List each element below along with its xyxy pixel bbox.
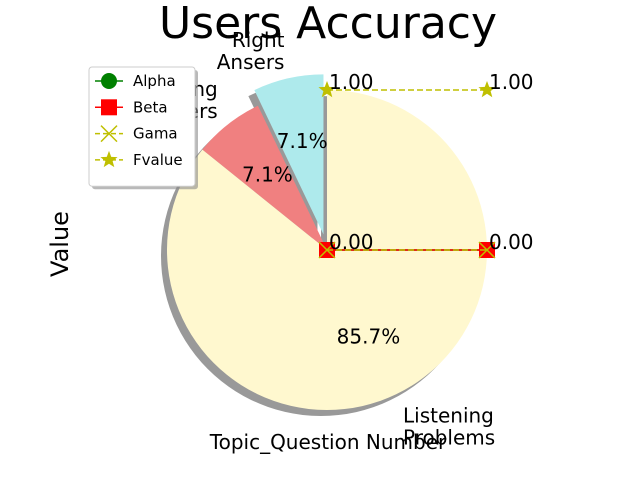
slice-label-listening-problems: Listening Problems <box>403 404 495 450</box>
legend: Alpha Beta Gama Fvalue <box>88 66 198 190</box>
point-label: 1.00 <box>329 70 374 94</box>
legend-entry-beta: Beta <box>95 98 168 116</box>
point-label: 0.00 <box>329 230 374 254</box>
x-axis-label: Topic_Question Number <box>209 430 447 454</box>
slice-percent-wrong-ansers: 7.1% <box>242 163 293 187</box>
legend-label-fvalue: Fvalue <box>133 151 183 169</box>
slice-percent-right-ansers: 7.1% <box>277 129 328 153</box>
slice-label-right-ansers: Right Ansers <box>217 28 285 74</box>
legend-entry-gama: Gama <box>95 125 178 143</box>
series-point-gama <box>318 241 336 259</box>
series-fvalue <box>318 81 496 98</box>
legend-marker-alpha <box>101 73 117 89</box>
line-series <box>318 81 496 259</box>
pie-slice-right-ansers <box>254 74 324 235</box>
legend-label-alpha: Alpha <box>133 72 176 90</box>
legend-entry-fvalue: Fvalue <box>95 150 183 169</box>
series-point-gama <box>478 241 496 259</box>
point-labels: 0.00 0.00 1.00 1.00 <box>329 70 534 254</box>
chart-title: Users Accuracy <box>159 0 497 49</box>
slice-percent-listening-problems: 85.7% <box>337 325 401 349</box>
legend-marker-beta <box>101 99 117 116</box>
legend-entry-alpha: Alpha <box>95 72 176 90</box>
series-point-fvalue <box>318 81 336 98</box>
pie-slice-wrong-ansers <box>202 105 327 250</box>
legend-label-beta: Beta <box>133 98 168 116</box>
point-label: 0.00 <box>489 230 534 254</box>
legend-marker-fvalue <box>100 150 118 168</box>
legend-label-gama: Gama <box>133 125 178 143</box>
legend-box <box>88 66 196 187</box>
legend-marker-gama <box>100 125 118 143</box>
series-point-fvalue <box>478 81 496 98</box>
series-gama <box>318 241 496 259</box>
y-axis-label: Value <box>46 211 74 277</box>
point-label: 1.00 <box>489 70 534 94</box>
